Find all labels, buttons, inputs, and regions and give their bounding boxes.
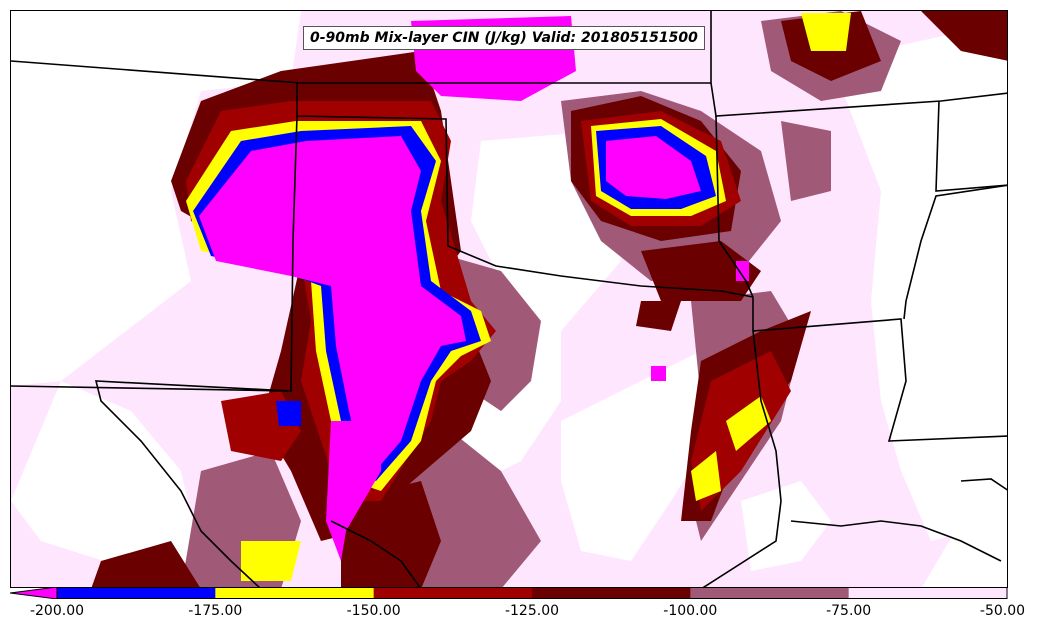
colorbar-tick-label: -100.00 (663, 603, 718, 619)
colorbar-segments (57, 587, 1008, 599)
colorbar-segment (690, 587, 850, 599)
colorbar-segment (532, 587, 691, 599)
colorbar-segment (373, 587, 533, 599)
colorbar-tick-label: -175.00 (188, 603, 243, 619)
colorbar-outline (56, 587, 1008, 599)
colorbar (10, 587, 1008, 599)
map-panel: 0-90mb Mix-layer CIN (J/kg) Valid: 20180… (10, 10, 1008, 588)
colorbar-segment (215, 587, 375, 599)
colorbar-tick-label: -200.00 (29, 603, 85, 619)
cin-map (11, 11, 1007, 587)
state-boundaries (11, 11, 1007, 587)
colorbar-tick-label: -75.00 (826, 603, 872, 619)
map-title: 0-90mb Mix-layer CIN (J/kg) Valid: 20180… (303, 26, 705, 50)
colorbar-tick-label: -125.00 (504, 603, 560, 619)
colorbar-under-arrow (10, 587, 58, 599)
colorbar-segment (848, 587, 1008, 599)
colorbar-tick-label: -50.00 (979, 603, 1026, 619)
colorbar-segment (57, 587, 216, 599)
colorbar-tick-label: -150.00 (346, 603, 401, 619)
